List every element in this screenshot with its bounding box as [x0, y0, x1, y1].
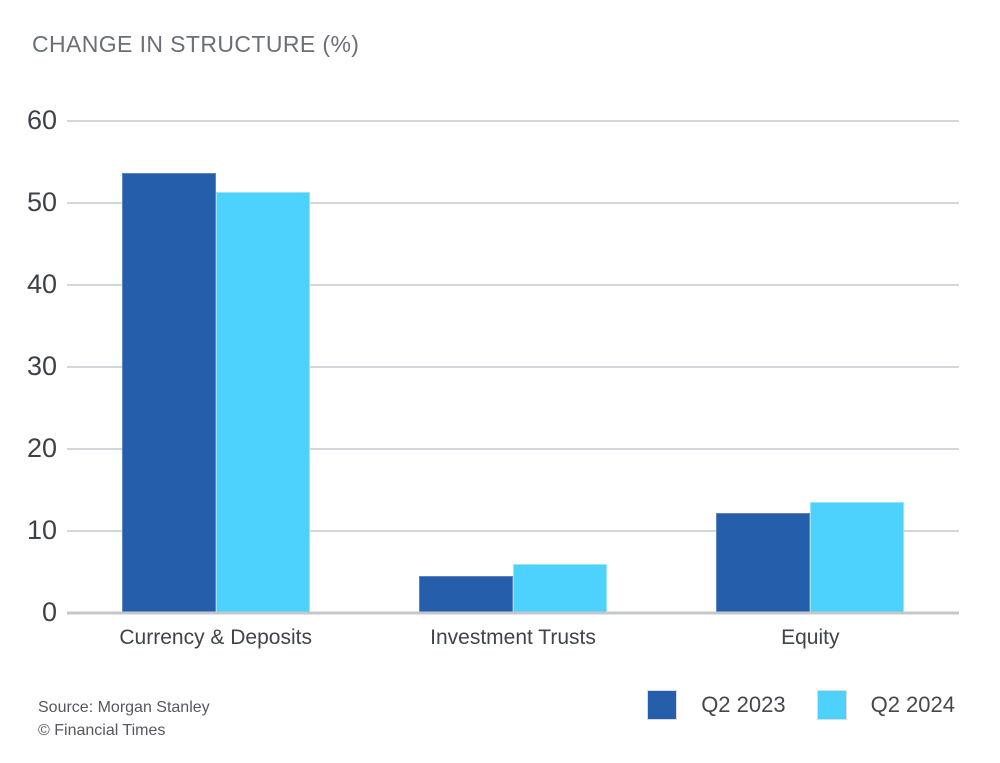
legend-label: Q2 2024 — [870, 692, 955, 717]
legend-swatch — [816, 690, 847, 720]
x-category-label: Equity — [781, 626, 840, 649]
legend-item: Q2 2024 — [816, 690, 955, 720]
source-note: Source: Morgan Stanley — [38, 699, 210, 716]
gridline — [67, 366, 959, 368]
bar — [215, 191, 310, 613]
gridline — [67, 120, 959, 122]
y-tick-label: 60 — [26, 104, 57, 135]
gridline — [67, 530, 959, 532]
gridline — [67, 448, 959, 450]
y-tick-label: 40 — [26, 268, 57, 299]
bar-group — [662, 121, 959, 613]
bar — [121, 173, 216, 613]
bar — [716, 512, 811, 613]
gridline — [67, 284, 959, 286]
bar — [810, 502, 905, 613]
legend-label: Q2 2023 — [701, 692, 786, 717]
plot-area — [67, 120, 959, 615]
chart-title: CHANGE IN STRUCTURE (%) — [32, 31, 360, 57]
x-category-label: Investment Trusts — [430, 626, 596, 649]
legend: Q2 2023 Q2 2024 — [647, 690, 955, 720]
copyright-note: © Financial Times — [38, 722, 166, 739]
y-axis: 0 10 20 30 40 50 60 — [0, 105, 57, 627]
y-tick-label: 0 — [41, 596, 57, 627]
gridline — [67, 202, 959, 204]
x-category-label: Currency & Deposits — [119, 626, 312, 649]
y-tick-label: 20 — [26, 432, 57, 463]
y-tick-label: 50 — [26, 186, 57, 217]
baseline-gridline — [67, 611, 959, 615]
bar — [418, 576, 513, 613]
legend-swatch — [647, 690, 678, 720]
y-tick-label: 10 — [26, 514, 57, 545]
bar — [512, 563, 607, 613]
bar-group — [67, 121, 364, 613]
footer: Source: Morgan Stanley © Financial Times — [38, 696, 210, 742]
bar-groups — [67, 121, 959, 613]
x-axis: Currency & Deposits Investment Trusts Equi… — [67, 626, 959, 650]
legend-item: Q2 2023 — [647, 690, 786, 720]
y-tick-label: 30 — [26, 350, 57, 381]
bar-group — [364, 121, 661, 613]
